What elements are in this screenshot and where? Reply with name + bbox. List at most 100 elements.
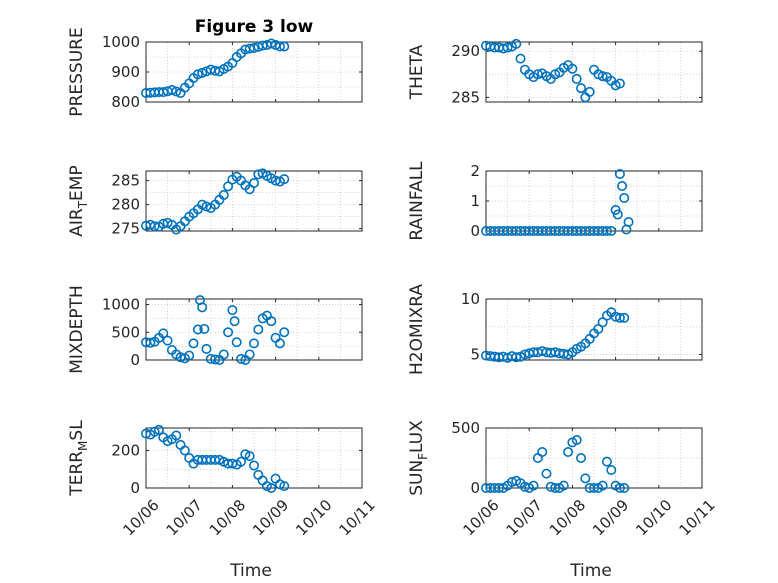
y-tick-label: 500	[451, 419, 480, 437]
data-point	[249, 178, 260, 189]
data-point	[253, 469, 264, 480]
data-point	[218, 349, 229, 360]
data-point	[606, 464, 617, 475]
data-point	[619, 312, 630, 323]
chart-panel-5: 0 500 1000 MIXDEPTH	[67, 285, 363, 374]
data-point	[567, 63, 578, 74]
axes-frame	[145, 298, 363, 361]
y-axis-label: SUNFLUX	[407, 420, 430, 496]
data-point	[236, 353, 247, 364]
chart-panel-7: 0 200 TERRMSL 10/06 10/07 10/08 10/09 10/10 10/1…	[67, 420, 379, 581]
data-point	[184, 350, 195, 361]
data-point	[274, 338, 285, 349]
x-tick-label: 10/07	[503, 496, 546, 539]
y-tick-label: 285	[111, 172, 140, 190]
data-point	[210, 354, 221, 365]
data-point	[149, 221, 160, 232]
figure-title: Figure 3 low	[195, 17, 314, 37]
y-axis-label: THETA	[407, 44, 427, 100]
y-axis-label: AIRTEMP	[67, 165, 90, 236]
data-point	[179, 445, 190, 456]
data-point	[515, 53, 526, 64]
x-tick-label: 10/07	[163, 496, 206, 539]
x-axis-label: Time	[569, 561, 612, 581]
y-tick-label: 200	[111, 442, 140, 460]
data-point	[550, 482, 561, 493]
data-point	[584, 86, 595, 97]
y-axis-label: PRESSURE	[67, 27, 87, 116]
data-point	[244, 349, 255, 360]
data-point	[257, 475, 268, 486]
data-point	[576, 452, 587, 463]
y-axis-label: H2OMIXRA	[407, 284, 427, 375]
data-point	[236, 456, 247, 467]
data-point	[619, 193, 630, 204]
y-tick-label: 10	[461, 290, 480, 308]
data-point	[266, 482, 277, 493]
data-point	[266, 38, 277, 49]
axes-frame	[485, 41, 703, 103]
y-tick-label: 2	[470, 162, 480, 180]
x-tick-label: 10/11	[335, 496, 378, 539]
y-tick-label: 800	[111, 93, 140, 111]
data-point	[541, 468, 552, 479]
data-point	[614, 312, 625, 323]
data-point	[623, 217, 634, 228]
data-point	[612, 209, 623, 220]
y-tick-label: 900	[111, 63, 140, 81]
data-point	[511, 38, 522, 49]
y-tick-label: 0	[470, 222, 480, 240]
chart-panel-8: 0 500 SUNFLUX 10/06 10/07 10/08 10/09 10/10 10/1…	[407, 419, 719, 581]
data-point	[537, 446, 548, 457]
data-point	[279, 327, 290, 338]
data-point	[614, 169, 625, 180]
data-point	[244, 451, 255, 462]
data-point	[227, 305, 238, 316]
data-point	[197, 302, 208, 313]
y-tick-label: 280	[111, 196, 140, 214]
data-point	[166, 85, 177, 96]
y-tick-label: 285	[451, 88, 480, 106]
axes-frame	[145, 427, 363, 489]
data-point	[588, 482, 599, 493]
data-point	[614, 482, 625, 493]
x-tick-label: 10/11	[675, 496, 718, 539]
data-point	[563, 446, 574, 457]
data-point	[153, 424, 164, 435]
x-tick-label: 10/08	[206, 496, 249, 539]
x-tick-label: 10/06	[459, 496, 502, 539]
data-point	[218, 190, 229, 201]
data-point	[201, 343, 212, 354]
x-tick-label: 10/09	[589, 496, 632, 539]
data-point	[502, 42, 513, 53]
data-point	[528, 480, 539, 491]
data-point	[511, 352, 522, 363]
data-point	[223, 327, 234, 338]
axes-frame	[145, 170, 363, 232]
y-tick-label: 1	[470, 192, 480, 210]
data-point	[171, 430, 182, 441]
y-tick-label: 290	[451, 42, 480, 60]
y-axis-label: RAINFALL	[407, 161, 427, 241]
data-point	[274, 41, 285, 52]
data-point	[571, 434, 582, 445]
y-tick-label: 1000	[102, 33, 140, 51]
data-point	[229, 316, 240, 327]
data-point	[576, 83, 587, 94]
x-tick-label: 10/08	[546, 496, 589, 539]
data-point	[266, 316, 277, 327]
x-tick-label: 10/09	[249, 496, 292, 539]
data-point	[571, 73, 582, 84]
data-point	[249, 460, 260, 471]
x-tick-label: 10/10	[292, 496, 335, 539]
data-point	[279, 41, 290, 52]
data-point	[597, 71, 608, 82]
y-axis-label: MIXDEPTH	[67, 285, 87, 374]
y-tick-label: 0	[130, 479, 140, 497]
data-point	[231, 337, 242, 348]
data-point	[188, 338, 199, 349]
data-point	[606, 226, 617, 237]
x-tick-label: 10/10	[632, 496, 675, 539]
data-point	[253, 324, 264, 335]
